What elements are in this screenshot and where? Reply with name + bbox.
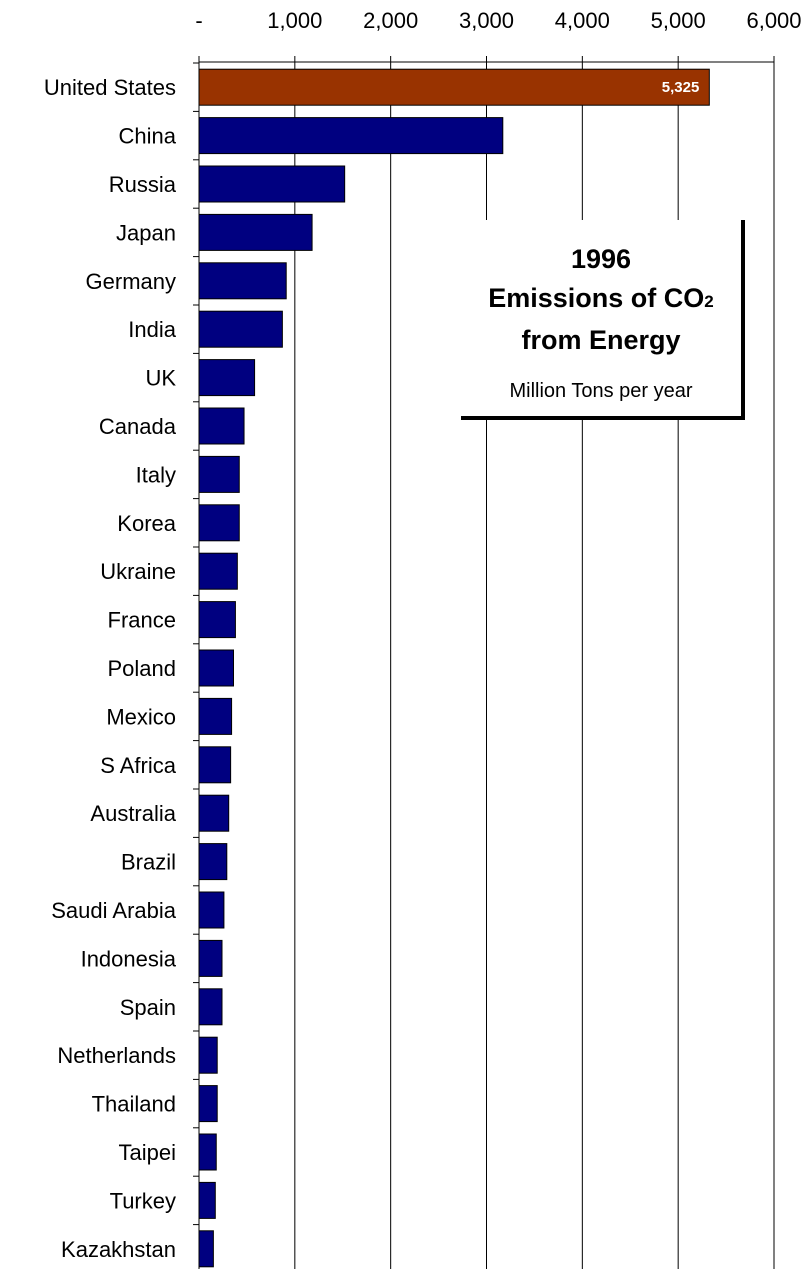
- category-label: Netherlands: [57, 1043, 176, 1068]
- chart-title-line3: from Energy: [521, 325, 681, 355]
- chart-title-year: 1996: [570, 244, 632, 274]
- chart-title-main: Emissions of CO: [488, 283, 705, 313]
- chart-subtitle: Million Tons per year: [509, 380, 693, 402]
- category-label: Spain: [120, 995, 176, 1020]
- category-label: UK: [145, 366, 176, 391]
- bar: [198, 746, 232, 784]
- category-label: Taipei: [119, 1140, 176, 1165]
- bar: [198, 794, 230, 832]
- x-tick-label: 1,000: [267, 8, 322, 33]
- category-label: Kazakhstan: [61, 1237, 176, 1262]
- bar: [198, 891, 225, 929]
- category-label: Korea: [117, 511, 176, 536]
- x-tick-label: 4,000: [555, 8, 610, 33]
- bar: [198, 68, 710, 106]
- bar: [198, 262, 287, 300]
- bar: [198, 939, 223, 977]
- category-label: Turkey: [110, 1188, 176, 1213]
- category-label: Brazil: [121, 850, 176, 875]
- category-label: China: [119, 124, 177, 149]
- category-label: S Africa: [100, 753, 177, 778]
- bar: [198, 843, 228, 881]
- category-label: Russia: [109, 172, 177, 197]
- bar: [198, 697, 233, 735]
- category-label: Poland: [107, 656, 176, 681]
- bar: [198, 1181, 216, 1219]
- x-axis: - 1,000 2,000 3,000 4,000 5,000 6,000: [193, 8, 802, 1269]
- bar: [198, 359, 256, 397]
- x-tick-label: 5,000: [651, 8, 706, 33]
- bar: [198, 455, 240, 493]
- category-label: Germany: [86, 269, 176, 294]
- data-label: 5,325: [662, 79, 700, 96]
- bar: [198, 649, 234, 687]
- category-label: Canada: [99, 414, 177, 439]
- bar: [198, 988, 223, 1026]
- category-label: Australia: [90, 801, 176, 826]
- bar: [198, 310, 283, 348]
- bar: [198, 504, 240, 542]
- category-label: Ukraine: [100, 559, 176, 584]
- chart-title-subscript: 2: [704, 292, 714, 311]
- category-label: United States: [44, 75, 176, 100]
- x-tick-label: 3,000: [459, 8, 514, 33]
- category-label: Mexico: [106, 704, 176, 729]
- category-label: Thailand: [92, 1092, 176, 1117]
- category-label: Saudi Arabia: [51, 898, 177, 923]
- x-tick-label: -: [195, 8, 202, 33]
- category-label: France: [108, 608, 176, 633]
- bar: [198, 213, 313, 251]
- bar: [198, 552, 238, 590]
- bar: [198, 1036, 218, 1074]
- category-label: Italy: [136, 462, 176, 487]
- bars: 5,325: [198, 68, 710, 1268]
- category-label: India: [128, 317, 176, 342]
- bar: [198, 165, 346, 203]
- category-label: Indonesia: [81, 946, 177, 971]
- x-tick-label: 2,000: [363, 8, 418, 33]
- bar: [198, 601, 236, 639]
- bar: [198, 1133, 217, 1171]
- bar: [198, 1085, 218, 1123]
- bar: [198, 117, 504, 155]
- bar: [198, 407, 245, 445]
- chart-title-line2: Emissions of CO2: [461, 283, 741, 317]
- bar: [198, 1230, 214, 1268]
- chart-title-box: 1996 Emissions of CO2 from Energy Millio…: [461, 220, 745, 420]
- x-tick-label: 6,000: [746, 8, 801, 33]
- category-labels: United States China Russia Japan Germany Indi…: [44, 75, 177, 1262]
- category-label: Japan: [116, 220, 176, 245]
